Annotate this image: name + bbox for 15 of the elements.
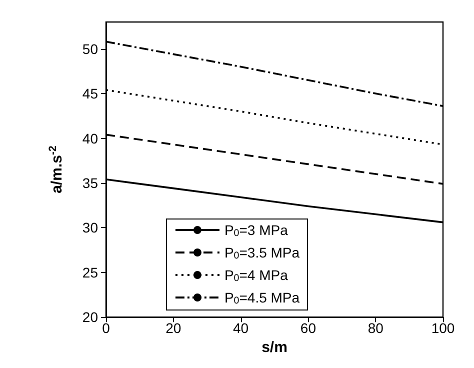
y-tick-label: 20: [82, 309, 98, 326]
x-axis-title: s/m: [262, 339, 288, 356]
x-tick-label: 60: [300, 320, 316, 336]
y-tick-label: 45: [82, 86, 98, 102]
y-axis-title: a/m.s-2: [47, 146, 66, 194]
x-tick-label: 20: [166, 320, 182, 336]
y-tick-label: 40: [82, 130, 98, 146]
y-tick-label: 25: [82, 264, 98, 280]
y-tick-label: 35: [82, 174, 98, 191]
x-tick-label: 80: [368, 320, 384, 336]
y-tick-label: 50: [82, 40, 98, 57]
x-tick-label: 0: [102, 320, 110, 336]
x-tick-label: 100: [431, 320, 455, 336]
x-tick-label: 40: [233, 320, 249, 336]
y-tick-label: 30: [82, 220, 98, 236]
